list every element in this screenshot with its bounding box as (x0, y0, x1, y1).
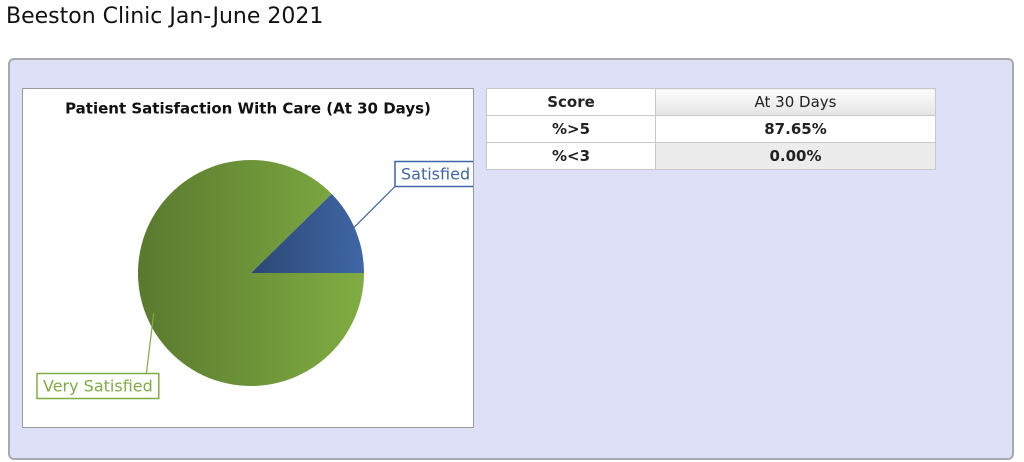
page-title: Beeston Clinic Jan-June 2021 (6, 4, 324, 29)
leader-line (347, 186, 396, 234)
slice-label: Satisfied (401, 165, 470, 184)
slice-shade (251, 193, 364, 273)
chart-box: Patient Satisfaction With Care (At 30 Da… (22, 88, 477, 428)
slice-label: Very Satisfied (43, 377, 153, 396)
score-table: Score At 30 Days %>5 87.65% %<3 0.00% (486, 88, 936, 170)
table-row: %>5 87.65% (486, 115, 936, 143)
cell: %<3 (486, 142, 656, 170)
cell: %>5 (486, 115, 656, 143)
leader-line (145, 312, 155, 374)
slice-shade (138, 159, 364, 386)
panel: Patient Satisfaction With Care (At 30 Da… (8, 58, 1014, 460)
cell: 87.65% (655, 115, 936, 143)
header-cell: At 30 Days (655, 88, 936, 116)
label-box (36, 372, 160, 400)
chart-title: Patient Satisfaction With Care (At 30 Da… (65, 100, 431, 118)
header-cell: Score (486, 88, 656, 116)
chart: Patient Satisfaction With Care (At 30 Da… (36, 100, 477, 400)
table-header: Score At 30 Days (486, 88, 936, 116)
cell: 0.00% (655, 142, 936, 170)
table-row: %<3 0.00% (486, 142, 936, 170)
